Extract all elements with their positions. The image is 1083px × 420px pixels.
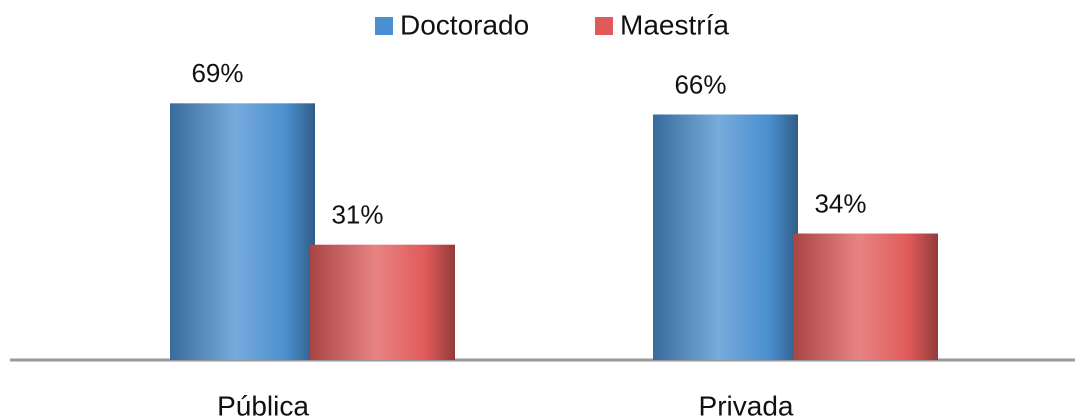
x-tick-label: Pública [217,390,309,420]
x-tick-label: Privada [699,390,794,420]
data-label: 66% [674,69,726,99]
legend-swatch [375,17,393,35]
data-label: 69% [191,58,243,88]
bar [793,233,938,360]
bar [653,114,798,360]
bar [170,103,315,360]
bar [310,244,455,360]
legend-label: Doctorado [400,9,529,40]
data-label: 31% [331,200,383,230]
legend-swatch [595,17,613,35]
legend-label: Maestría [620,9,729,40]
data-label: 34% [814,188,866,218]
